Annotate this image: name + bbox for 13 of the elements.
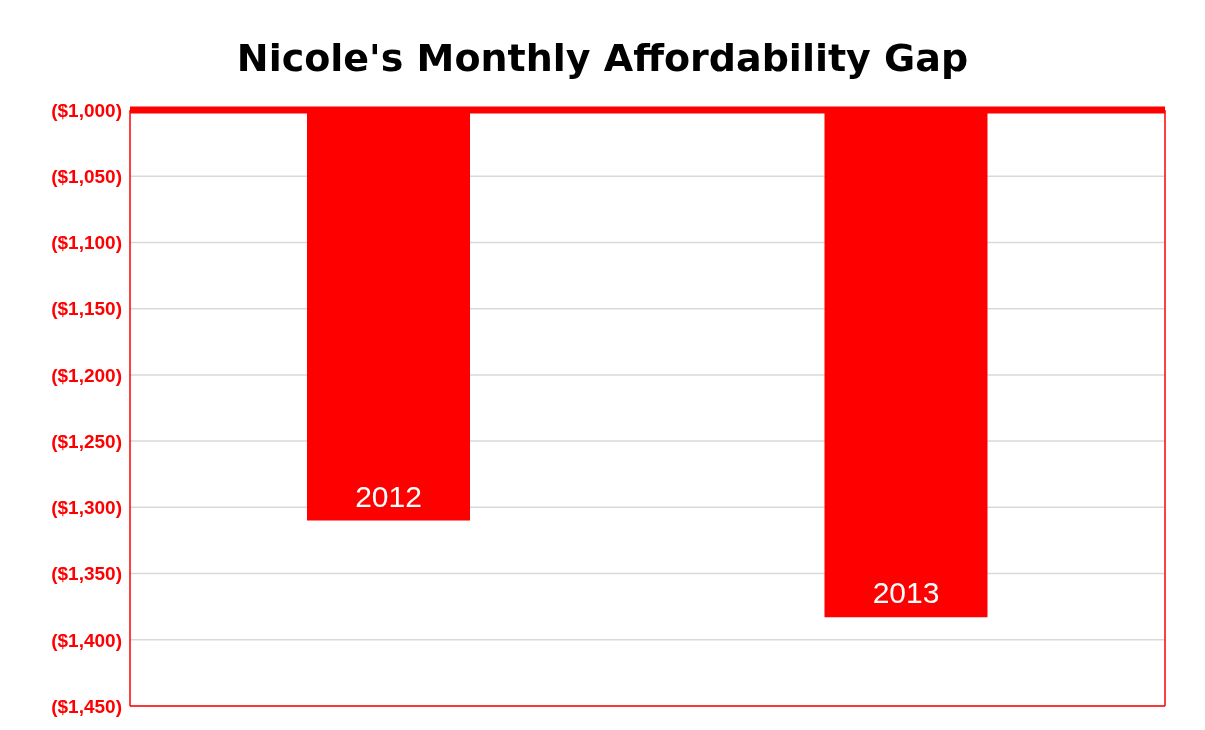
y-tick-label: ($1,000) xyxy=(51,99,122,121)
y-tick-label: ($1,400) xyxy=(51,629,122,651)
chart-title: Nicole's Monthly Affordability Gap xyxy=(235,35,970,82)
y-tick-label: ($1,150) xyxy=(51,298,122,320)
y-tick-label: ($1,450) xyxy=(51,695,122,717)
y-tick-label: ($1,050) xyxy=(51,165,122,187)
x-tick-label: 2012 xyxy=(355,479,422,513)
y-tick-label: ($1,100) xyxy=(51,232,122,254)
y-tick-label: ($1,250) xyxy=(51,430,122,452)
y-tick-label: ($1,300) xyxy=(51,497,122,519)
x-tick-label: 2013 xyxy=(872,576,940,610)
y-tick-label: ($1,350) xyxy=(51,563,122,585)
y-tick-label: ($1,200) xyxy=(51,364,122,386)
